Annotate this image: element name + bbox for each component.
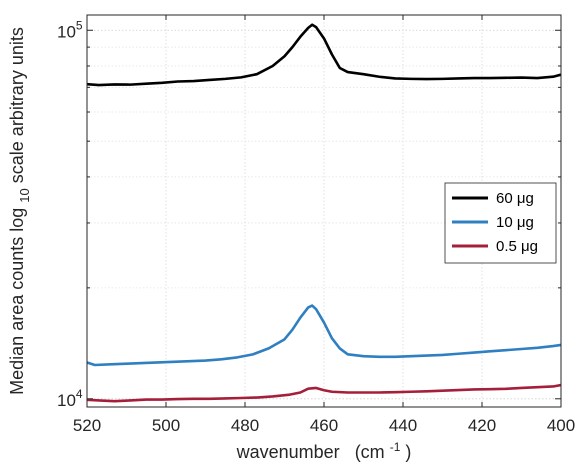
y-axis-title-subscript: 10	[17, 188, 32, 202]
series-line-1	[87, 304, 561, 367]
y-axis-title-part1: Median area counts log	[7, 208, 27, 395]
x-tick-label: 480	[231, 416, 259, 435]
legend: 60 μg 10 μg 0.5 μg	[444, 182, 557, 264]
tick-labels: 520 500 480 460 440 420 400 104 105	[57, 18, 575, 435]
x-axis-unit: (cm	[355, 442, 385, 462]
x-tick-label: 440	[389, 416, 417, 435]
x-tick-label: 420	[468, 416, 496, 435]
series-line-0	[87, 23, 561, 87]
x-axis-title-text: wavenumber	[236, 442, 340, 462]
series-line-2	[87, 383, 561, 403]
x-axis-unit-close: )	[405, 442, 411, 462]
y-axis-title: Median area counts log 10 scale arbitrar…	[7, 27, 33, 395]
x-tick-label: 400	[547, 416, 575, 435]
x-tick-label: 460	[310, 416, 338, 435]
x-tick-label: 500	[152, 416, 180, 435]
x-axis-unit-exponent: -1	[390, 440, 401, 454]
tick-marks	[86, 15, 562, 407]
legend-label-0: 60 μg	[496, 190, 534, 207]
y-axis-title-part2: scale arbitrary units	[7, 27, 27, 183]
x-axis-title: wavenumber (cm -1 )	[236, 435, 412, 462]
x-tick-label: 520	[73, 416, 101, 435]
y-tick-label: 105	[57, 18, 83, 41]
series-lines	[87, 23, 561, 403]
y-tick-label: 104	[57, 387, 83, 410]
legend-label-2: 0.5 μg	[496, 238, 538, 255]
legend-label-1: 10 μg	[496, 214, 534, 231]
